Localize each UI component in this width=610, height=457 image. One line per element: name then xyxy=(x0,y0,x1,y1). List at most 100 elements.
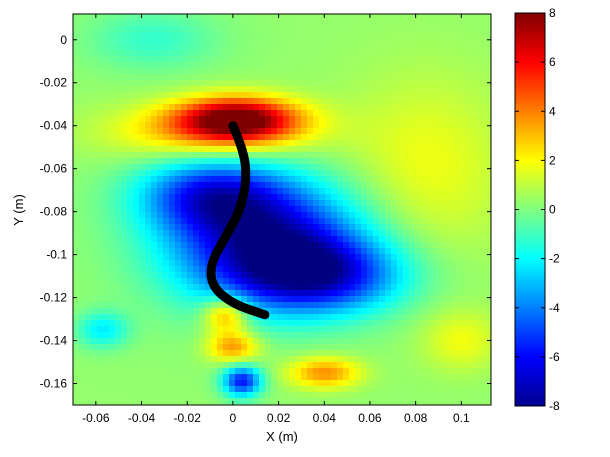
heatmap-cell xyxy=(283,344,290,351)
heatmap-cell xyxy=(79,50,86,57)
heatmap-cell xyxy=(451,134,458,141)
heatmap-cells xyxy=(73,14,491,405)
heatmap-cell xyxy=(409,272,416,279)
heatmap-cell xyxy=(337,128,344,135)
heatmap-cell xyxy=(151,158,158,165)
heatmap-cell xyxy=(217,392,224,399)
heatmap-cell xyxy=(133,242,140,249)
heatmap-cell xyxy=(427,122,434,129)
heatmap-cell xyxy=(433,44,440,51)
heatmap-cell xyxy=(283,62,290,69)
heatmap-cell xyxy=(199,62,206,69)
heatmap-cell xyxy=(373,68,380,75)
heatmap-cell xyxy=(391,104,398,111)
heatmap-cell xyxy=(223,134,230,141)
heatmap-cell xyxy=(361,224,368,231)
heatmap-cell xyxy=(469,188,476,195)
heatmap-cell xyxy=(289,116,296,123)
heatmap-cell xyxy=(409,194,416,201)
heatmap-cell xyxy=(247,218,254,225)
heatmap-cell xyxy=(235,98,242,105)
heatmap-cell xyxy=(169,272,176,279)
heatmap-cell xyxy=(415,128,422,135)
heatmap-cell xyxy=(73,38,80,45)
heatmap-cell xyxy=(325,242,332,249)
heatmap-cell xyxy=(367,350,374,357)
heatmap-cell xyxy=(469,122,476,129)
heatmap-cell xyxy=(121,128,128,135)
heatmap-cell xyxy=(427,68,434,75)
y-axis: 0-0.02-0.04-0.06-0.08-0.1-0.12-0.14-0.16 xyxy=(40,33,491,391)
colorbar-tick-label: -8 xyxy=(549,399,560,413)
heatmap-cell xyxy=(379,398,386,405)
heatmap-cell xyxy=(193,320,200,327)
heatmap-cell xyxy=(433,224,440,231)
heatmap-cell xyxy=(127,308,134,315)
heatmap-cell xyxy=(259,194,266,201)
heatmap-cell xyxy=(217,194,224,201)
heatmap-cell xyxy=(241,314,248,321)
heatmap-cell xyxy=(157,158,164,165)
heatmap-cell xyxy=(475,230,482,237)
heatmap-cell xyxy=(127,356,134,363)
heatmap-cell xyxy=(415,98,422,105)
heatmap-cell xyxy=(259,110,266,117)
heatmap-cell xyxy=(379,116,386,123)
heatmap-cell xyxy=(145,260,152,267)
heatmap-cell xyxy=(427,368,434,375)
heatmap-cell xyxy=(151,368,158,375)
heatmap-cell xyxy=(169,266,176,273)
heatmap-cell xyxy=(247,26,254,33)
heatmap-cell xyxy=(391,26,398,33)
heatmap-cell xyxy=(319,230,326,237)
heatmap-cell xyxy=(175,284,182,291)
heatmap-cell xyxy=(361,152,368,159)
heatmap-cell xyxy=(91,164,98,171)
heatmap-cell xyxy=(445,188,452,195)
heatmap-cell xyxy=(259,86,266,93)
heatmap-cell xyxy=(415,110,422,117)
heatmap-cell xyxy=(463,224,470,231)
heatmap-cell xyxy=(217,188,224,195)
heatmap-cell xyxy=(427,104,434,111)
heatmap-cell xyxy=(229,260,236,267)
heatmap-cell xyxy=(169,152,176,159)
heatmap-cell xyxy=(157,302,164,309)
heatmap-cell xyxy=(91,20,98,27)
heatmap-cell xyxy=(385,326,392,333)
heatmap-cell xyxy=(403,230,410,237)
heatmap-cell xyxy=(271,128,278,135)
heatmap-cell xyxy=(151,140,158,147)
heatmap-cell xyxy=(283,92,290,99)
heatmap-cell xyxy=(73,362,80,369)
heatmap-cell xyxy=(307,110,314,117)
heatmap-cell xyxy=(445,146,452,153)
heatmap-cell xyxy=(469,296,476,303)
heatmap-cell xyxy=(307,62,314,69)
heatmap-cell xyxy=(391,272,398,279)
heatmap-cell xyxy=(157,380,164,387)
heatmap-cell xyxy=(343,80,350,87)
heatmap-cell xyxy=(169,110,176,117)
heatmap-cell xyxy=(379,272,386,279)
heatmap-cell xyxy=(295,140,302,147)
heatmap-cell xyxy=(145,272,152,279)
heatmap-cell xyxy=(139,278,146,285)
heatmap-cell xyxy=(253,290,260,297)
heatmap-cell xyxy=(253,110,260,117)
heatmap-cell xyxy=(229,350,236,357)
heatmap-cell xyxy=(403,122,410,129)
heatmap-cell xyxy=(115,362,122,369)
heatmap-cell xyxy=(109,350,116,357)
heatmap-cell xyxy=(115,254,122,261)
heatmap-cell xyxy=(415,116,422,123)
heatmap-cell xyxy=(229,38,236,45)
heatmap-cell xyxy=(343,200,350,207)
heatmap-cell xyxy=(295,218,302,225)
heatmap-cell xyxy=(349,104,356,111)
heatmap-cell xyxy=(97,230,104,237)
heatmap-cell xyxy=(175,218,182,225)
heatmap-cell xyxy=(139,62,146,69)
heatmap-cell xyxy=(469,326,476,333)
heatmap-cell xyxy=(217,212,224,219)
